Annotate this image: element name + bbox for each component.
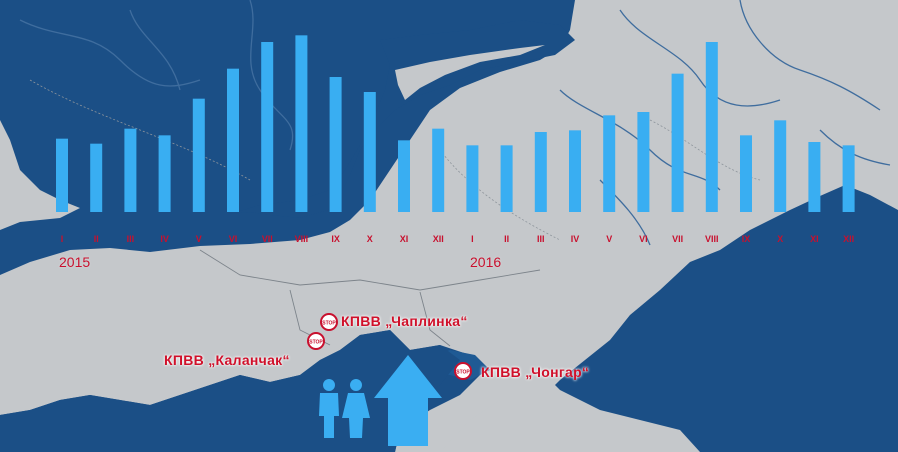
bar-2016-VIII: [705, 42, 718, 212]
tick-label-XI: XI: [400, 234, 409, 244]
tick-label-IX: IX: [331, 234, 340, 244]
stop-sign-kalanchak: STOP: [307, 332, 325, 350]
tick-label-III: III: [127, 234, 135, 244]
tick-label-VIII: VIII: [295, 234, 309, 244]
checkpoint-label-chonhar: КПВВ „Чонгар“: [481, 364, 590, 380]
svg-text:STOP: STOP: [456, 370, 470, 376]
arrow-up-icon: [374, 355, 442, 446]
bar-2015-X: [363, 92, 376, 212]
tick-label-IX: IX: [742, 234, 751, 244]
land-crimea: [440, 370, 700, 452]
land-west: [0, 0, 80, 230]
tick-label-V: V: [196, 234, 202, 244]
tick-label-II: II: [504, 234, 509, 244]
tick-label-VII: VII: [262, 234, 273, 244]
bar-2016-IX: [740, 135, 752, 212]
black-sea: [0, 330, 460, 452]
bar-2015-III: [124, 128, 137, 212]
checkpoint-label-kalanchak: КПВВ „Каланчак“: [164, 352, 290, 368]
bar-series: [56, 35, 855, 213]
tick-label-II: II: [94, 234, 99, 244]
tick-label-VI: VI: [229, 234, 238, 244]
tick-label-X: X: [367, 234, 373, 244]
bar-2016-X: [774, 120, 787, 212]
bar-2015-I: [56, 138, 68, 212]
stop-sign-chaplynka: STOP: [320, 313, 338, 331]
bar-2015-IX: [329, 77, 342, 212]
bar-2016-II: [500, 145, 513, 212]
bar-2015-II: [90, 143, 103, 212]
dnieper-reservoir: [230, 20, 575, 218]
svg-text:STOP: STOP: [322, 321, 336, 327]
checkpoint-label-chaplynka: КПВВ „Чаплинка“: [341, 313, 468, 329]
bar-2015-VII: [261, 42, 274, 212]
bar-2015-V: [192, 98, 205, 212]
stop-sign-chonhar: STOP: [454, 362, 472, 380]
bar-2015-XII: [432, 128, 445, 212]
tick-label-IV: IV: [160, 234, 169, 244]
tick-label-I: I: [61, 234, 64, 244]
bar-2016-XII: [842, 145, 855, 212]
tick-label-XII: XII: [843, 234, 854, 244]
tick-label-I: I: [471, 234, 474, 244]
year-label-2016: 2016: [470, 254, 502, 270]
bar-2016-VII: [671, 73, 684, 213]
bar-2015-VI: [227, 68, 239, 213]
bar-2016-V: [603, 115, 616, 212]
bar-2016-III: [534, 132, 547, 212]
svg-text:STOP: STOP: [309, 340, 323, 346]
bar-2016-VI: [637, 112, 650, 212]
bar-2015-XI: [398, 140, 410, 212]
tick-label-IV: IV: [571, 234, 580, 244]
month-tick-labels: I II III IV V VI VII VIII IX X XI XII I II III IV V VI VII…: [61, 234, 854, 244]
tick-label-VIII: VIII: [705, 234, 719, 244]
bar-2016-XI: [808, 142, 821, 212]
tick-label-V: V: [606, 234, 612, 244]
tick-label-XI: XI: [810, 234, 819, 244]
tick-label-VI: VI: [639, 234, 648, 244]
tick-label-X: X: [777, 234, 783, 244]
tick-label-III: III: [537, 234, 545, 244]
bar-2016-IV: [569, 130, 581, 212]
year-label-2015: 2015: [59, 254, 91, 270]
bar-2015-IV: [158, 135, 171, 212]
bar-2016-I: [466, 145, 479, 212]
tick-label-VII: VII: [672, 234, 683, 244]
bar-2015-VIII: [295, 35, 308, 213]
kakhovka-shore: [395, 45, 545, 100]
tick-label-XII: XII: [433, 234, 444, 244]
people-icon: [319, 379, 370, 438]
